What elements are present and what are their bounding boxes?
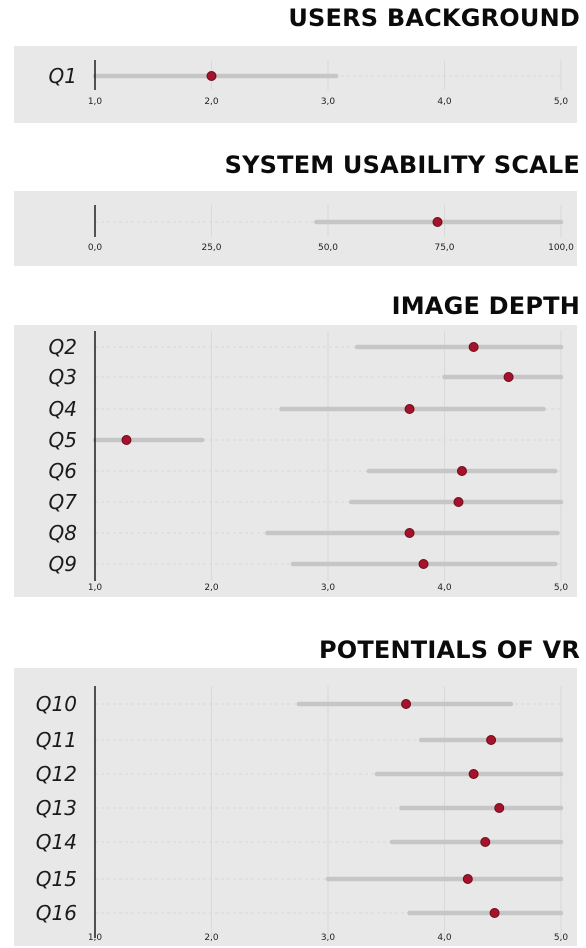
dot-range-chart-users-background: Q1 1,0 2,0 3,0 4,0 5,0 bbox=[49, 60, 569, 107]
mean-dot bbox=[418, 559, 429, 569]
mean-dot bbox=[432, 217, 443, 227]
row-label: Q9 bbox=[49, 552, 77, 576]
x-tick-label: 4,0 bbox=[437, 933, 452, 943]
x-tick-label: 5,0 bbox=[554, 583, 569, 593]
mean-dot bbox=[468, 342, 479, 352]
section-system-usability-scale: SYSTEM USABILITY SCALE 0,0 25,0 50,0 75,0 10… bbox=[0, 145, 586, 270]
chart-title: USERS BACKGROUND bbox=[288, 4, 580, 32]
x-tick-label: 4,0 bbox=[437, 583, 452, 593]
row-label: Q10 bbox=[36, 692, 77, 716]
mean-dot bbox=[401, 699, 412, 709]
mean-dot bbox=[486, 735, 497, 745]
chart-panel: Q2 Q3 Q4 Q5 Q6 Q7 Q8 Q9 1,0 2,0 3,0 4,0 5,0 bbox=[14, 325, 577, 597]
row-label: Q15 bbox=[36, 867, 77, 891]
mean-dot bbox=[206, 71, 217, 81]
x-tick-label: 1,0 bbox=[88, 933, 103, 943]
x-tick-label: 1,0 bbox=[88, 583, 103, 593]
x-tick-label: 0,0 bbox=[88, 243, 103, 253]
x-tick-label: 3,0 bbox=[321, 97, 336, 107]
dot-range-chart-system-usability-scale: 0,0 25,0 50,0 75,0 100,0 bbox=[88, 205, 574, 253]
mean-dot bbox=[462, 874, 473, 884]
x-tick-label: 3,0 bbox=[321, 583, 336, 593]
x-tick-label: 2,0 bbox=[204, 583, 219, 593]
row-label: Q5 bbox=[49, 428, 77, 452]
chart-panel: 0,0 25,0 50,0 75,0 100,0 bbox=[14, 191, 577, 266]
x-tick-label: 3,0 bbox=[321, 933, 336, 943]
row-label: Q12 bbox=[36, 762, 77, 786]
mean-dot bbox=[404, 404, 415, 414]
section-potentials-of-vr: POTENTIALS OF VR Q10 Q11 Q12 Q13 Q14 Q15 Q16 1,… bbox=[0, 633, 586, 948]
row-label: Q13 bbox=[36, 796, 77, 820]
mean-dot bbox=[453, 497, 464, 507]
dot-range-chart-potentials-of-vr: Q10 Q11 Q12 Q13 Q14 Q15 Q16 1,0 2,0 3,0 4,0 5,0 bbox=[36, 686, 569, 943]
x-tick-label: 2,0 bbox=[204, 933, 219, 943]
x-tick-label: 4,0 bbox=[437, 97, 452, 107]
row-label: Q16 bbox=[36, 901, 77, 925]
row-label: Q1 bbox=[49, 64, 77, 88]
x-tick-label: 75,0 bbox=[434, 243, 454, 253]
chart-title: IMAGE DEPTH bbox=[391, 292, 580, 320]
section-image-depth: IMAGE DEPTH Q2 Q3 Q4 Q5 Q6 Q7 Q8 Q9 1,0 2,0 3,0 4,0… bbox=[0, 288, 586, 608]
row-label: Q7 bbox=[49, 490, 78, 514]
row-label: Q2 bbox=[49, 335, 77, 359]
x-tick-label: 5,0 bbox=[554, 97, 569, 107]
row-label: Q6 bbox=[49, 459, 77, 483]
row-label: Q3 bbox=[49, 365, 77, 389]
mean-dot bbox=[480, 837, 491, 847]
mean-dot bbox=[456, 466, 467, 476]
chart-panel: Q10 Q11 Q12 Q13 Q14 Q15 Q16 1,0 2,0 3,0 4,0 5,0 bbox=[14, 668, 577, 946]
chart-title: POTENTIALS OF VR bbox=[318, 636, 580, 664]
x-tick-label: 50,0 bbox=[318, 243, 338, 253]
mean-dot bbox=[489, 908, 500, 918]
mean-dot bbox=[468, 769, 479, 779]
mean-dot bbox=[503, 372, 514, 382]
x-tick-label: 25,0 bbox=[201, 243, 221, 253]
mean-dot bbox=[121, 435, 132, 445]
row-label: Q4 bbox=[49, 397, 77, 421]
mean-dot bbox=[494, 803, 505, 813]
chart-title: SYSTEM USABILITY SCALE bbox=[224, 151, 580, 179]
mean-dot bbox=[404, 528, 415, 538]
x-tick-label: 100,0 bbox=[548, 243, 574, 253]
row-label: Q11 bbox=[36, 728, 77, 752]
row-label: Q8 bbox=[49, 521, 77, 545]
x-tick-label: 2,0 bbox=[204, 97, 219, 107]
row-label: Q14 bbox=[36, 830, 77, 854]
chart-panel: Q1 1,0 2,0 3,0 4,0 5,0 bbox=[14, 46, 577, 123]
dot-range-chart-image-depth: Q2 Q3 Q4 Q5 Q6 Q7 Q8 Q9 1,0 2,0 3,0 4,0 5,0 bbox=[49, 331, 569, 593]
x-tick-label: 5,0 bbox=[554, 933, 569, 943]
section-users-background: USERS BACKGROUND Q1 1,0 2,0 3,0 4,0 5,0 bbox=[0, 0, 586, 125]
x-tick-label: 1,0 bbox=[88, 97, 103, 107]
